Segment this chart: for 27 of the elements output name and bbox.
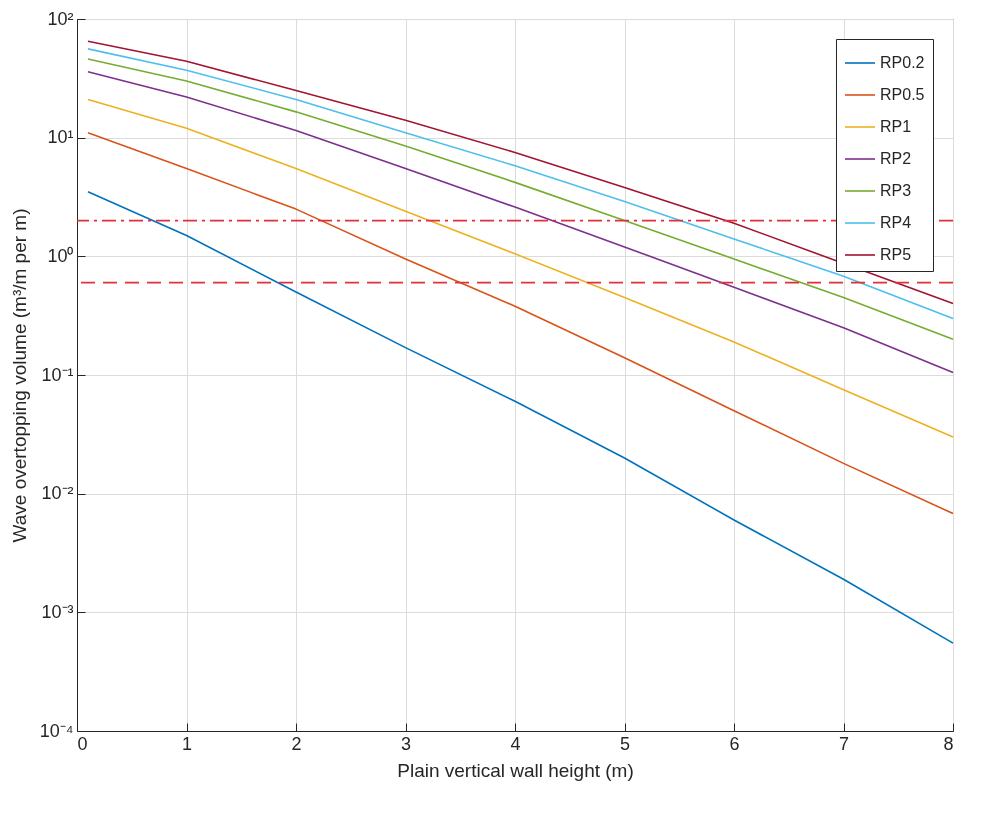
y-tick-label: 10⁻¹ [41,364,74,385]
legend-label: RP5 [880,246,912,263]
y-tick-label: 10⁻² [41,483,74,504]
legend-label: RP0.5 [880,86,925,103]
x-tick-label: 1 [181,733,193,754]
x-tick-label: 2 [291,733,302,754]
y-tick-label: 10² [47,8,74,29]
x-axis-title: Plain vertical wall height (m) [397,759,634,781]
legend-label: RP3 [880,182,912,199]
legend-label: RP0.2 [880,54,925,71]
x-tick-label: 4 [510,733,521,754]
y-tick-label: 10⁰ [47,245,74,266]
y-axis-title: Wave overtopping volume (m³/m per m) [8,208,30,543]
y-tick-label: 10⁻⁴ [39,720,74,741]
y-tick-label: 10¹ [47,127,74,148]
x-tick-label: 6 [729,733,740,754]
x-tick-label: 0 [77,733,88,754]
line-series [87,131,954,515]
legend-label: RP4 [880,214,912,231]
x-tick-label: 7 [838,733,850,754]
line-series [87,98,954,438]
legend-label: RP2 [880,150,912,167]
x-tick-label: 3 [400,733,412,754]
x-tick-label: 8 [943,733,954,754]
legend-label: RP1 [880,118,912,135]
x-tick-label: 5 [619,733,631,754]
y-tick-label: 10⁻³ [41,601,74,622]
